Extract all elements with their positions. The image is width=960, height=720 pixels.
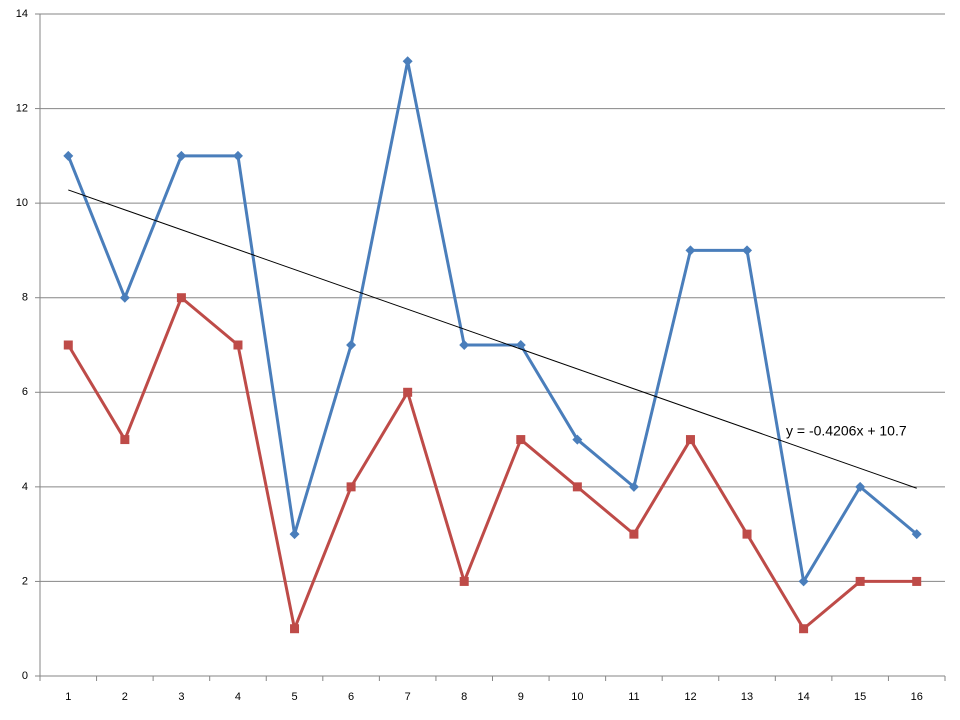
marker <box>63 150 74 161</box>
x-tick-label: 13 <box>741 691 753 703</box>
marker <box>346 482 356 492</box>
y-tick-label: 12 <box>16 102 28 114</box>
marker <box>120 435 130 445</box>
x-tick-label: 1 <box>65 691 71 703</box>
x-tick-label: 7 <box>405 691 411 703</box>
marker <box>855 576 865 586</box>
x-tick-label: 9 <box>518 691 524 703</box>
x-tick-label: 12 <box>684 691 696 703</box>
marker <box>685 245 696 256</box>
x-tick-label: 16 <box>911 691 923 703</box>
y-tick-label: 14 <box>16 8 28 20</box>
marker <box>290 624 300 634</box>
marker <box>119 292 130 303</box>
marker <box>176 293 186 303</box>
marker <box>798 576 809 587</box>
marker <box>742 245 753 256</box>
marker <box>232 150 243 161</box>
y-tick-label: 2 <box>22 575 28 587</box>
marker <box>459 576 469 586</box>
marker <box>346 340 357 350</box>
marker <box>233 340 243 350</box>
marker <box>572 482 582 492</box>
marker <box>176 150 187 161</box>
x-tick-label: 5 <box>291 691 297 703</box>
marker <box>799 624 809 634</box>
x-tick-label: 15 <box>854 691 866 703</box>
marker <box>572 434 583 445</box>
y-tick-label: 6 <box>22 386 28 398</box>
marker <box>402 56 413 67</box>
x-tick-label: 3 <box>178 691 184 703</box>
marker <box>63 340 73 350</box>
marker <box>516 435 526 445</box>
x-tick-label: 4 <box>235 691 241 703</box>
series-line <box>66 296 917 631</box>
marker <box>855 481 866 492</box>
marker <box>911 529 922 540</box>
y-tick-label: 0 <box>22 670 28 682</box>
x-tick-label: 6 <box>348 691 354 703</box>
marker <box>403 387 413 397</box>
marker <box>629 529 639 539</box>
marker <box>912 576 922 586</box>
y-tick-label: 8 <box>22 292 28 304</box>
marker <box>628 481 639 492</box>
marker <box>515 340 526 350</box>
x-tick-label: 11 <box>628 691 639 703</box>
marker <box>685 435 695 445</box>
x-tick-label: 14 <box>797 691 809 703</box>
x-tick-label: 8 <box>461 691 467 703</box>
trendline-label: y = -0.4206x + 10.7 <box>786 423 907 439</box>
y-tick-label: 4 <box>22 481 28 493</box>
marker <box>289 529 300 540</box>
trendline <box>68 189 917 489</box>
series-line <box>66 59 918 583</box>
marker <box>459 340 470 350</box>
y-tick-label: 10 <box>16 197 28 209</box>
marker <box>742 529 752 539</box>
x-tick-label: 2 <box>122 691 128 703</box>
x-tick-label: 10 <box>571 691 583 703</box>
